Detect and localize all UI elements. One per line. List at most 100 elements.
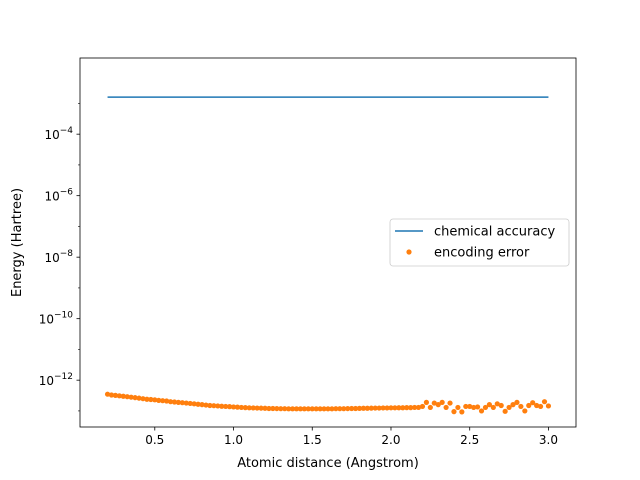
encoding-error-point: [128, 394, 134, 400]
encoding-error-point: [388, 405, 394, 411]
encoding-error-point: [439, 399, 445, 405]
encoding-error-point: [329, 406, 335, 412]
encoding-error-point: [160, 398, 166, 404]
encoding-error-point: [167, 399, 174, 405]
encoding-error-point: [108, 392, 115, 398]
encoding-error-point: [313, 406, 319, 412]
encoding-error-point: [136, 395, 142, 401]
x-tick-label: 2.0: [381, 433, 400, 447]
encoding-error-point: [506, 404, 512, 411]
encoding-error-point: [321, 406, 327, 412]
encoding-error-point: [242, 405, 248, 411]
encoding-error-point: [195, 401, 201, 407]
encoding-error-point: [305, 406, 311, 412]
y-axis: 10−4 10−6 10−8 10−10 10−12: [39, 103, 80, 412]
encoding-error-point: [423, 399, 430, 405]
y-axis-label: Energy (Hartree): [10, 188, 25, 297]
encoding-error-point: [455, 404, 461, 411]
encoding-error-point: [325, 406, 331, 412]
encoding-error-point: [427, 404, 433, 411]
encoding-error-point: [490, 404, 496, 411]
encoding-error-point: [124, 394, 130, 400]
encoding-error-point: [112, 392, 119, 398]
encoding-error-point: [116, 393, 122, 399]
encoding-error-point: [534, 402, 540, 409]
encoding-error-point: [419, 403, 426, 410]
encoding-error-point: [502, 408, 508, 414]
encoding-error-point: [148, 396, 154, 403]
x-tick-label: 2.5: [460, 433, 479, 447]
encoding-error-point: [380, 405, 386, 411]
encoding-error-point: [301, 406, 307, 412]
encoding-error-point: [478, 408, 485, 414]
encoding-error-point: [510, 402, 516, 408]
encoding-error-point: [175, 399, 182, 405]
encoding-error-point: [537, 403, 544, 410]
encoding-error-point: [104, 391, 111, 397]
x-tick-label: 1.5: [303, 433, 322, 447]
encoding-error-point: [120, 393, 126, 399]
encoding-error-point: [518, 403, 524, 410]
encoding-error-point: [270, 405, 276, 412]
encoding-error-point: [293, 406, 300, 412]
y-tick-label: 10−8: [44, 249, 73, 265]
encoding-error-point: [164, 398, 170, 404]
legend-label: chemical accuracy: [434, 225, 555, 240]
encoding-error-point: [187, 400, 193, 407]
legend-label: encoding error: [434, 246, 530, 261]
encoding-error-point: [431, 400, 437, 406]
y-tick-label: 10−6: [44, 188, 73, 204]
y-tick-label: 10−10: [39, 311, 74, 327]
encoding-error-point: [345, 405, 351, 412]
encoding-error-point: [408, 405, 414, 411]
encoding-error-point: [396, 405, 402, 411]
encoding-error-point: [144, 396, 150, 402]
encoding-error-point: [443, 404, 449, 411]
encoding-error-point: [203, 402, 209, 408]
encoding-error-point: [545, 403, 552, 409]
encoding-error-point: [156, 397, 162, 403]
encoding-error-point: [207, 402, 213, 409]
encoding-error-point: [211, 403, 217, 409]
encoding-error-point: [541, 399, 548, 405]
encoding-error-point: [360, 405, 367, 411]
encoding-error-point: [309, 406, 315, 412]
encoding-error-point: [384, 405, 390, 411]
encoding-error-point: [191, 401, 197, 407]
encoding-error-point: [522, 408, 528, 414]
encoding-error-point: [215, 403, 221, 409]
x-tick-label: 1.0: [224, 433, 243, 447]
x-axis-label: Atomic distance (Angstrom): [237, 456, 419, 471]
axes-frame: [79, 57, 577, 428]
encoding-error-point: [234, 404, 241, 410]
encoding-error-point: [246, 405, 252, 411]
encoding-error-point: [262, 405, 268, 411]
encoding-error-point: [530, 400, 536, 406]
encoding-error-point: [392, 405, 398, 411]
y-tick-label: 10−12: [39, 372, 73, 388]
x-tick-label: 0.5: [145, 433, 164, 447]
encoding-error-point: [467, 403, 473, 410]
encoding-error-point: [451, 409, 457, 415]
encoding-error-point: [289, 406, 296, 412]
encoding-error-point: [333, 406, 339, 412]
encoding-error-point: [447, 400, 453, 406]
encoding-error-point: [498, 402, 504, 409]
encoding-error-point: [404, 405, 410, 411]
encoding-error-point: [494, 401, 500, 407]
encoding-error-point: [349, 405, 355, 412]
encoding-error-point: [412, 404, 418, 411]
encoding-error-point: [482, 404, 489, 411]
encoding-error-point: [459, 409, 465, 415]
encoding-error-point: [140, 396, 146, 402]
legend-marker-swatch: [406, 249, 412, 255]
encoding-error-point: [258, 405, 264, 411]
x-axis: 0.5 1.0 1.5 2.0 2.5 3.0: [145, 427, 558, 447]
encoding-error-point: [435, 402, 441, 408]
series-layer: [104, 96, 552, 415]
y-tick-label: 10−4: [44, 126, 73, 142]
encoding-error-point: [266, 405, 272, 412]
encoding-error-point: [526, 402, 532, 409]
encoding-error-point: [219, 403, 225, 409]
